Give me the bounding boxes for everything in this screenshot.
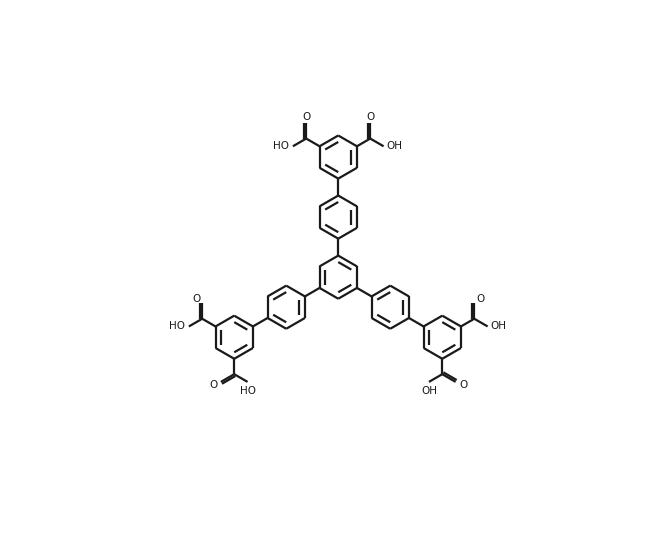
Text: OH: OH [490, 321, 506, 331]
Text: O: O [366, 112, 374, 122]
Text: O: O [477, 294, 484, 304]
Text: OH: OH [421, 386, 437, 396]
Text: O: O [302, 112, 310, 122]
Text: O: O [209, 380, 217, 390]
Text: OH: OH [386, 141, 403, 151]
Text: O: O [459, 380, 467, 390]
Text: O: O [192, 294, 200, 304]
Text: HO: HO [273, 141, 288, 151]
Text: HO: HO [240, 386, 255, 396]
Text: HO: HO [168, 321, 185, 331]
